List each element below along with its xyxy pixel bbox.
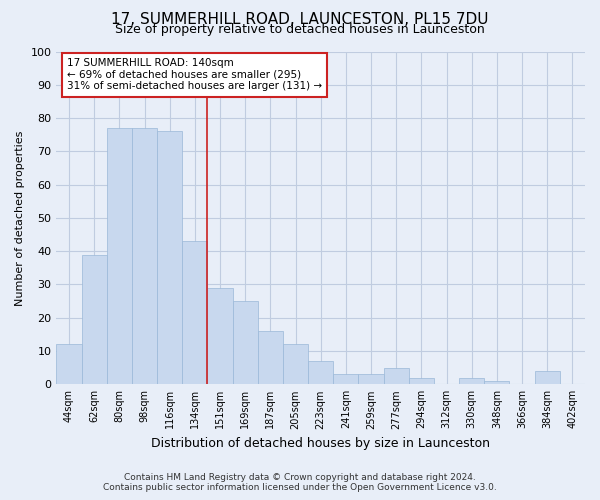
X-axis label: Distribution of detached houses by size in Launceston: Distribution of detached houses by size … [151, 437, 490, 450]
Bar [56, 344, 82, 385]
Bar [157, 132, 182, 384]
Bar [484, 381, 509, 384]
Bar [535, 371, 560, 384]
Y-axis label: Number of detached properties: Number of detached properties [15, 130, 25, 306]
Bar [208, 288, 233, 384]
Bar [233, 301, 258, 384]
Bar [107, 128, 132, 384]
Bar [459, 378, 484, 384]
Bar [333, 374, 358, 384]
Text: 17, SUMMERHILL ROAD, LAUNCESTON, PL15 7DU: 17, SUMMERHILL ROAD, LAUNCESTON, PL15 7D… [111, 12, 489, 28]
Bar [383, 368, 409, 384]
Bar [82, 254, 107, 384]
Bar [182, 241, 208, 384]
Bar [283, 344, 308, 385]
Bar [132, 128, 157, 384]
Bar [308, 361, 333, 384]
Bar [258, 331, 283, 384]
Text: 17 SUMMERHILL ROAD: 140sqm
← 69% of detached houses are smaller (295)
31% of sem: 17 SUMMERHILL ROAD: 140sqm ← 69% of deta… [67, 58, 322, 92]
Bar [358, 374, 383, 384]
Text: Size of property relative to detached houses in Launceston: Size of property relative to detached ho… [115, 22, 485, 36]
Bar [409, 378, 434, 384]
Text: Contains HM Land Registry data © Crown copyright and database right 2024.
Contai: Contains HM Land Registry data © Crown c… [103, 473, 497, 492]
